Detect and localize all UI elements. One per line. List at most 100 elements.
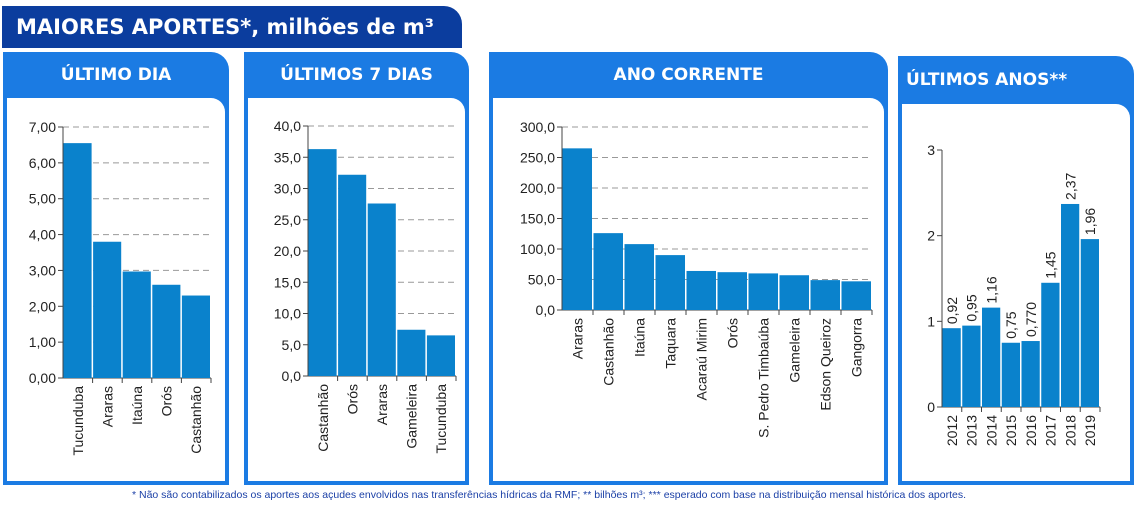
y-tick-label: 200,0 xyxy=(520,180,555,196)
bar xyxy=(122,271,151,378)
y-tick-label: 35,0 xyxy=(274,149,301,165)
x-tick-label: Gameleira xyxy=(787,318,803,383)
y-tick-label: 7,00 xyxy=(29,119,56,135)
bar xyxy=(841,281,871,310)
y-tick-label: 150,0 xyxy=(520,211,555,227)
x-tick-label: Araras xyxy=(570,318,586,359)
data-label: 0,770 xyxy=(1023,302,1039,337)
x-tick-label: Gameleira xyxy=(404,384,420,449)
bar xyxy=(93,241,122,378)
bar xyxy=(63,143,92,378)
x-tick-label: 2013 xyxy=(964,415,980,446)
panel-ultimo-dia: ÚLTIMO DIA xyxy=(3,52,229,485)
bar xyxy=(982,307,1001,407)
y-tick-label: 20,0 xyxy=(274,243,301,259)
x-tick-label: Acaraú Mirim xyxy=(694,318,710,400)
y-tick-label: 3,00 xyxy=(29,262,56,278)
x-tick-label: Taquara xyxy=(663,318,679,369)
bar xyxy=(152,284,181,378)
bar xyxy=(717,272,747,310)
panel-ano-corrente: ANO CORRENTE xyxy=(489,52,888,485)
x-tick-label: Orós xyxy=(159,386,175,416)
y-tick-label: 0,0 xyxy=(282,368,302,384)
bar xyxy=(426,335,455,376)
bar xyxy=(593,233,623,310)
x-tick-label: 2018 xyxy=(1062,415,1078,446)
x-tick-label: 2015 xyxy=(1003,415,1019,446)
x-tick-label: 2012 xyxy=(944,415,960,446)
y-tick-label: 2 xyxy=(927,228,935,244)
y-tick-label: 10,0 xyxy=(274,306,301,322)
bar xyxy=(181,295,210,378)
bar xyxy=(810,280,840,310)
bar xyxy=(562,148,592,310)
x-tick-label: Gangorra xyxy=(849,318,865,377)
bar xyxy=(962,325,981,407)
bar xyxy=(1080,239,1099,407)
bar xyxy=(655,255,685,310)
data-label: 1,45 xyxy=(1043,251,1059,278)
bar xyxy=(1001,342,1020,407)
x-tick-label: 2014 xyxy=(983,415,999,446)
data-label: 0,75 xyxy=(1003,311,1019,338)
y-tick-label: 15,0 xyxy=(274,274,301,290)
data-label: 1,96 xyxy=(1082,208,1098,235)
y-tick-label: 0,0 xyxy=(536,302,556,318)
x-tick-label: Tucunduba xyxy=(433,384,449,454)
bar xyxy=(1021,341,1040,407)
bar xyxy=(397,329,426,376)
y-tick-label: 1,00 xyxy=(29,334,56,350)
y-tick-label: 0,00 xyxy=(29,370,56,386)
x-tick-label: Orós xyxy=(725,318,741,348)
x-tick-label: Itaúna xyxy=(632,318,648,357)
x-tick-label: Araras xyxy=(374,384,390,425)
x-tick-label: S. Pedro Timbaúba xyxy=(756,318,772,438)
y-tick-label: 5,0 xyxy=(282,337,302,353)
bar xyxy=(624,244,654,310)
bar xyxy=(1061,203,1080,407)
y-tick-label: 30,0 xyxy=(274,181,301,197)
y-tick-label: 100,0 xyxy=(520,241,555,257)
y-tick-label: 250,0 xyxy=(520,150,555,166)
bar xyxy=(686,270,716,310)
bar xyxy=(748,273,778,310)
panel-title: ANO CORRENTE xyxy=(613,65,764,85)
bar xyxy=(367,203,396,376)
panel-title: ÚLTIMOS ANOS** xyxy=(906,70,1068,90)
x-tick-label: Orós xyxy=(344,384,360,414)
y-tick-label: 2,00 xyxy=(29,298,56,314)
y-tick-label: 1 xyxy=(927,313,935,329)
x-tick-label: Tucunduba xyxy=(70,386,86,456)
bar xyxy=(779,275,809,310)
panel-ultimos-7-dias: ÚLTIMOS 7 DIAS xyxy=(244,52,469,485)
y-tick-label: 6,00 xyxy=(29,155,56,171)
bar xyxy=(308,149,337,376)
y-tick-label: 5,00 xyxy=(29,191,56,207)
x-tick-label: 2016 xyxy=(1023,415,1039,446)
bar xyxy=(1041,282,1060,407)
panel-title: ÚLTIMOS 7 DIAS xyxy=(280,65,433,85)
y-tick-label: 4,00 xyxy=(29,227,56,243)
x-tick-label: Castanhão xyxy=(188,386,204,454)
x-tick-label: Castanhão xyxy=(601,318,617,386)
x-tick-label: 2019 xyxy=(1082,415,1098,446)
y-tick-label: 40,0 xyxy=(274,118,301,134)
bar xyxy=(338,174,367,376)
y-tick-label: 50,0 xyxy=(528,272,555,288)
y-tick-label: 300,0 xyxy=(520,119,555,135)
data-label: 2,37 xyxy=(1062,173,1078,200)
main-title: MAIORES APORTES*, milhões de m³ xyxy=(2,6,462,48)
data-label: 0,92 xyxy=(944,297,960,324)
y-tick-label: 25,0 xyxy=(274,212,301,228)
panel-title: ÚLTIMO DIA xyxy=(60,65,172,85)
footnote: * Não são contabilizados os aportes aos … xyxy=(132,489,967,501)
data-label: 1,16 xyxy=(983,276,999,303)
data-label: 0,95 xyxy=(964,294,980,321)
x-tick-label: 2017 xyxy=(1043,415,1059,446)
x-tick-label: Itaúna xyxy=(129,386,145,425)
y-tick-label: 3 xyxy=(927,142,935,158)
x-tick-label: Edson Queiroz xyxy=(818,318,834,411)
x-tick-label: Castanhão xyxy=(315,384,331,452)
x-tick-label: Araras xyxy=(99,386,115,427)
